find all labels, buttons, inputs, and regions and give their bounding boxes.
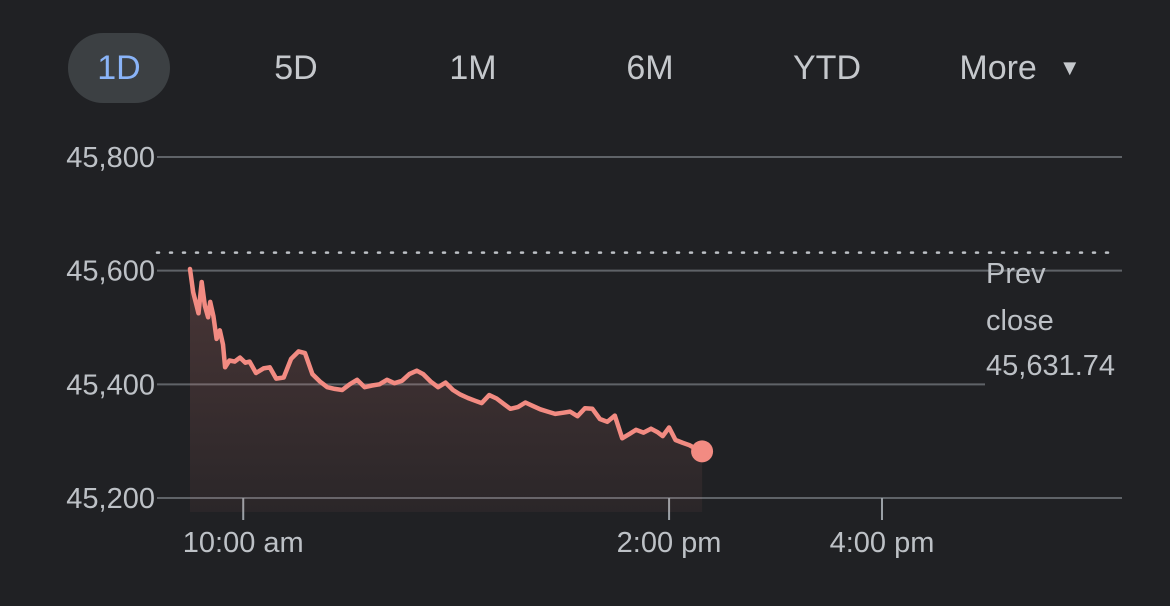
x-tick-label: 4:00 pm [830, 527, 935, 559]
current-price-dot [691, 440, 714, 463]
y-tick-label: 45,800 [66, 142, 155, 174]
prev-close-value: 45,631.74 [986, 350, 1115, 382]
x-tick-label: 10:00 am [183, 527, 304, 559]
tab-1d-label: 1D [97, 48, 141, 87]
y-tick-label: 45,600 [66, 256, 155, 288]
series-line [187, 266, 705, 454]
tab-ytd-label: YTD [793, 48, 861, 87]
tab-6m-label: 6M [626, 48, 674, 87]
tab-1d[interactable]: 1D [68, 33, 170, 103]
series-area [190, 269, 703, 512]
x-tick-label: 2:00 pm [617, 527, 722, 559]
tab-ytd[interactable]: YTD [776, 33, 878, 103]
y-tick-label: 45,200 [66, 483, 155, 515]
chevron-down-icon: ▼ [1058, 55, 1081, 80]
tab-1m-label: 1M [449, 48, 497, 87]
prev-close-label: close [986, 305, 1054, 337]
tab-1m[interactable]: 1M [422, 33, 524, 103]
tab-6m[interactable]: 6M [599, 33, 701, 103]
tab-more[interactable]: More ▼ [940, 33, 1100, 103]
tab-more-label: More [959, 48, 1037, 87]
y-tick-label: 45,400 [66, 369, 155, 401]
timeframe-tabs: 1D 5D 1M 6M YTD More ▼ [0, 0, 1170, 135]
tab-5d-label: 5D [274, 48, 318, 87]
tab-5d[interactable]: 5D [245, 33, 347, 103]
prev-close-label: Prev [986, 258, 1046, 290]
